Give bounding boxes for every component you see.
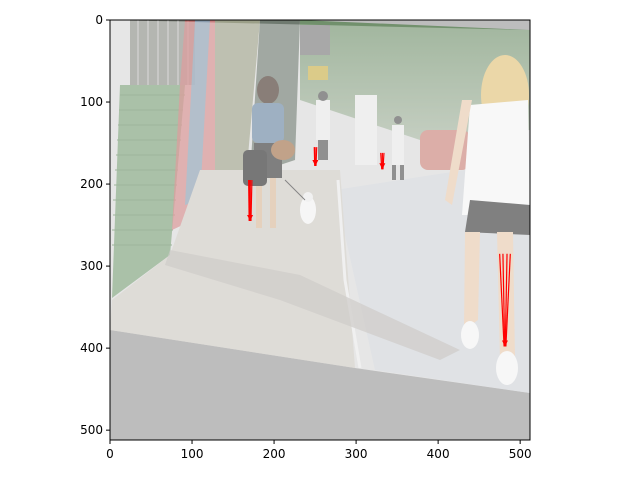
woman-right bbox=[445, 55, 530, 385]
arrow-line bbox=[248, 179, 250, 221]
arrow-head bbox=[501, 340, 508, 347]
arrow-head bbox=[379, 163, 386, 170]
arrow-line bbox=[502, 253, 506, 347]
arrow-head bbox=[247, 214, 254, 221]
arrow-line bbox=[250, 179, 253, 221]
arrow-group-4 bbox=[499, 253, 511, 347]
street-photo bbox=[110, 20, 530, 393]
arrow-group-3 bbox=[379, 152, 386, 170]
y-tick-label: 500 bbox=[80, 423, 103, 437]
arrow-line bbox=[505, 253, 511, 347]
image-axes bbox=[110, 20, 530, 440]
photo-fade-overlay bbox=[110, 20, 530, 393]
x-tick-label: 500 bbox=[509, 447, 532, 461]
arrow-overlays bbox=[247, 147, 511, 347]
y-tick-label: 400 bbox=[80, 341, 103, 355]
x-tick-label: 0 bbox=[106, 447, 114, 461]
y-tick-label: 200 bbox=[80, 177, 103, 191]
dog bbox=[284, 179, 316, 224]
arrow-head bbox=[312, 160, 319, 167]
y-axis: 0 100 200 300 400 500 bbox=[80, 13, 110, 437]
x-tick-label: 400 bbox=[427, 447, 450, 461]
y-tick-label: 0 bbox=[95, 13, 103, 27]
x-tick-label: 300 bbox=[345, 447, 368, 461]
x-axis: 0 100 200 300 400 500 bbox=[106, 440, 532, 461]
x-tick-label: 100 bbox=[181, 447, 204, 461]
x-tick-label: 200 bbox=[263, 447, 286, 461]
y-tick-label: 100 bbox=[80, 95, 103, 109]
woman-center bbox=[243, 76, 295, 228]
arrow-line bbox=[504, 253, 508, 347]
arrow-line bbox=[499, 253, 505, 347]
arrow-group-1 bbox=[247, 179, 254, 221]
y-tick-label: 300 bbox=[80, 259, 103, 273]
axes-frame bbox=[109, 19, 531, 441]
arrow-group-2 bbox=[312, 147, 319, 167]
